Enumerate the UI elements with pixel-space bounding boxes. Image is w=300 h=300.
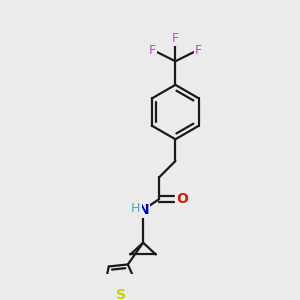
Text: F: F — [194, 44, 202, 57]
Text: F: F — [149, 44, 156, 57]
Text: F: F — [172, 32, 179, 45]
Text: O: O — [176, 192, 188, 206]
Text: S: S — [116, 288, 126, 300]
Text: N: N — [137, 203, 149, 217]
Text: H: H — [131, 202, 140, 215]
